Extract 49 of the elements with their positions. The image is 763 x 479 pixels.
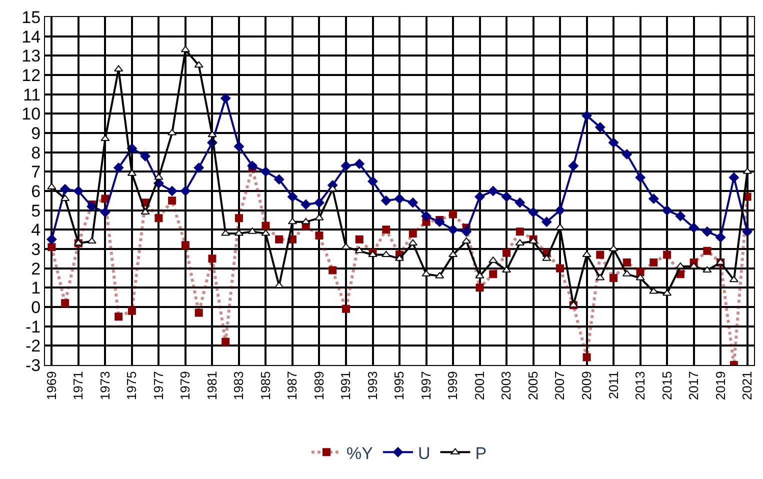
x-tick-label: 2007 <box>552 371 568 400</box>
y-tick-label: 1 <box>31 278 41 298</box>
x-tick-label: 1995 <box>392 371 407 400</box>
x-tick-label: 2015 <box>659 371 674 400</box>
y-tick-label: 6 <box>31 182 41 201</box>
y-tick-label: 13 <box>22 46 41 66</box>
x-tick-label: 1987 <box>284 371 300 400</box>
y-tick-label: -2 <box>25 336 41 356</box>
x-tick-label: 2009 <box>579 371 594 400</box>
y-tick-label: 10 <box>22 104 41 124</box>
y-tick-label: 7 <box>31 162 41 182</box>
y-tick-label: 0 <box>31 298 41 317</box>
x-tick-label: 1971 <box>70 371 86 400</box>
x-tick-label: 1991 <box>338 371 354 400</box>
legend-label: P <box>475 444 487 463</box>
x-tick-label: 1979 <box>178 371 193 400</box>
y-tick-label: 8 <box>31 143 41 162</box>
x-tick-label: 1985 <box>258 371 273 400</box>
y-tick-label: 5 <box>31 201 41 220</box>
x-tick-label: 1993 <box>364 371 380 400</box>
x-tick-label: 2003 <box>498 371 514 400</box>
x-tick-label: 2001 <box>472 371 487 400</box>
x-tick-label: 2013 <box>632 371 648 400</box>
x-tick-label: 1977 <box>150 371 166 400</box>
x-tick-label: 2021 <box>740 371 755 400</box>
x-tick-label: 1975 <box>124 371 140 400</box>
x-tick-label: 2011 <box>606 371 621 400</box>
x-tick-label: 1999 <box>445 371 460 400</box>
x-tick-label: 1989 <box>311 371 326 400</box>
x-tick-label: 2005 <box>525 371 540 400</box>
y-tick-label: 12 <box>22 66 41 85</box>
x-tick-label: 1997 <box>418 371 434 400</box>
y-tick-label: 3 <box>31 240 41 259</box>
legend-label: %Y <box>346 444 373 463</box>
x-tick-label: 1981 <box>204 371 220 400</box>
x-tick-label: 1969 <box>44 371 59 400</box>
y-tick-label: 9 <box>31 124 41 143</box>
legend-label: U <box>418 444 430 463</box>
y-tick-label: -1 <box>25 317 41 336</box>
y-tick-label: 4 <box>31 220 41 240</box>
y-tick-label: 11 <box>22 85 41 104</box>
x-tick-label: 2017 <box>686 371 702 400</box>
y-tick-label: 15 <box>22 8 41 27</box>
y-tick-label: -3 <box>25 356 41 375</box>
y-tick-label: 14 <box>22 27 41 46</box>
x-tick-label: 2019 <box>712 371 728 400</box>
x-tick-label: 1973 <box>97 371 112 400</box>
x-tick-label: 1983 <box>231 371 246 400</box>
y-tick-label: 2 <box>31 259 41 278</box>
